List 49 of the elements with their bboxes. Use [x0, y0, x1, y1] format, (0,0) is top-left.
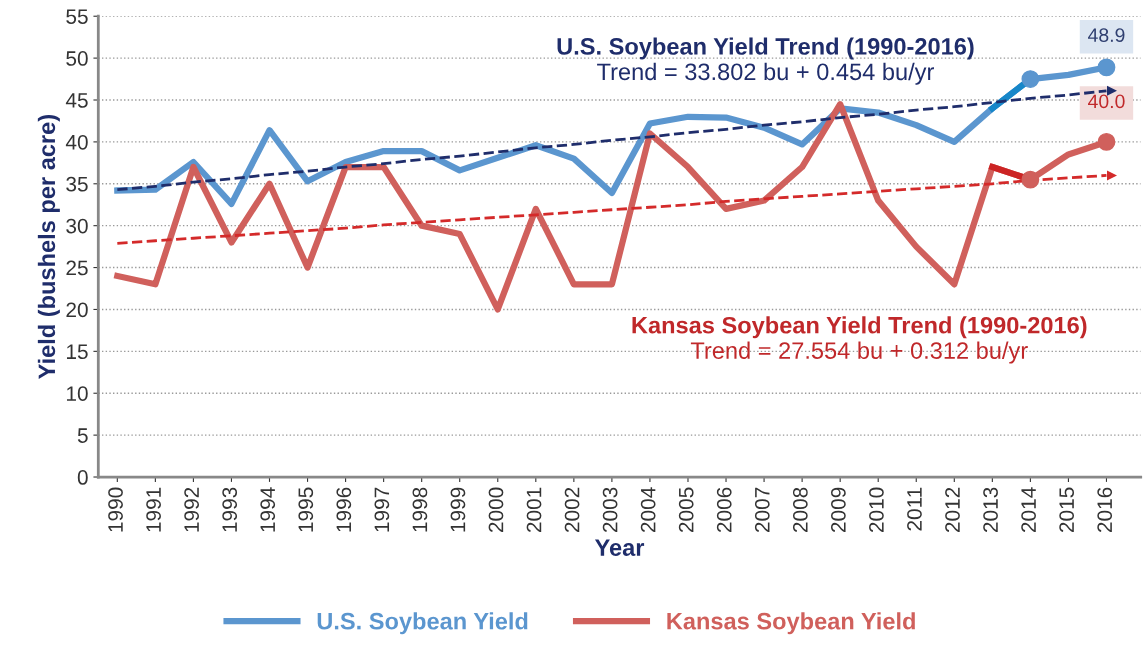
x-tick-label: 2014 [1021, 487, 1036, 533]
annotation: U.S. Soybean Yield Trend (1990-2016) [557, 37, 974, 60]
x-tick-label: 2000 [488, 487, 504, 533]
x-tick-label: 2012 [945, 487, 960, 533]
x-tick-label: 1994 [260, 487, 276, 532]
y-tick-label: 10 [66, 386, 88, 401]
x-tick-label: 2016 [1097, 487, 1113, 533]
y-tick-label: 20 [66, 302, 88, 318]
y-tick-label: 40 [65, 134, 88, 150]
x-tick-label: 2009 [831, 487, 846, 533]
legend-label: Kansas Soybean Yield [667, 612, 915, 635]
x-tick-label: 2007 [754, 487, 770, 533]
annotation: 48.9 [1088, 28, 1125, 42]
x-tick-label: 2015 [1059, 487, 1075, 533]
annotation: Kansas Soybean Yield Trend (1990-2016) [632, 316, 1087, 339]
y-tick-label: 35 [66, 176, 88, 192]
y-tick-label: 25 [66, 260, 88, 276]
x-tick-label: 2005 [678, 487, 694, 533]
y-tick-label: 45 [65, 93, 88, 108]
y-tick-label: 15 [66, 344, 88, 360]
x-tick-label: 1999 [450, 487, 466, 532]
x-tick-label: 2001 [526, 487, 542, 533]
x-tick-label: 2004 [640, 487, 656, 533]
y-tick-label: 5 [77, 428, 88, 443]
x-axis-title: Year [594, 539, 645, 556]
legend-label: U.S. Soybean Yield [317, 612, 528, 635]
x-tick-label: 1995 [298, 487, 314, 532]
y-tick-label: 50 [66, 51, 88, 66]
annotation: 40.0 [1088, 94, 1125, 109]
y-tick-label: 55 [66, 9, 88, 24]
x-tick-label: 1991 [146, 487, 161, 532]
x-tick-label: 2006 [716, 487, 732, 533]
x-tick-label: 2008 [792, 487, 808, 533]
x-tick-label: 2003 [602, 487, 618, 533]
x-tick-label: 2010 [869, 487, 884, 533]
annotation: Trend = 27.554 bu + 0.312 bu/yr [690, 341, 1028, 364]
y-tick-label: 30 [66, 218, 88, 234]
x-tick-label: 2011 [907, 487, 922, 531]
x-tick-label: 2013 [983, 487, 998, 533]
annotation: Trend = 33.802 bu + 0.454 bu/yr [597, 62, 934, 85]
x-tick-label: 1992 [184, 487, 199, 532]
x-tick-label: 1993 [222, 487, 238, 532]
y-axis-title: Yield (bushels per acre) [37, 115, 60, 379]
x-tick-label: 2002 [564, 487, 580, 533]
x-tick-label: 1996 [336, 487, 352, 532]
x-tick-label: 1990 [108, 487, 123, 532]
x-tick-label: 1998 [412, 487, 428, 532]
y-tick-label: 0 [77, 470, 88, 485]
x-tick-label: 1997 [374, 487, 390, 532]
